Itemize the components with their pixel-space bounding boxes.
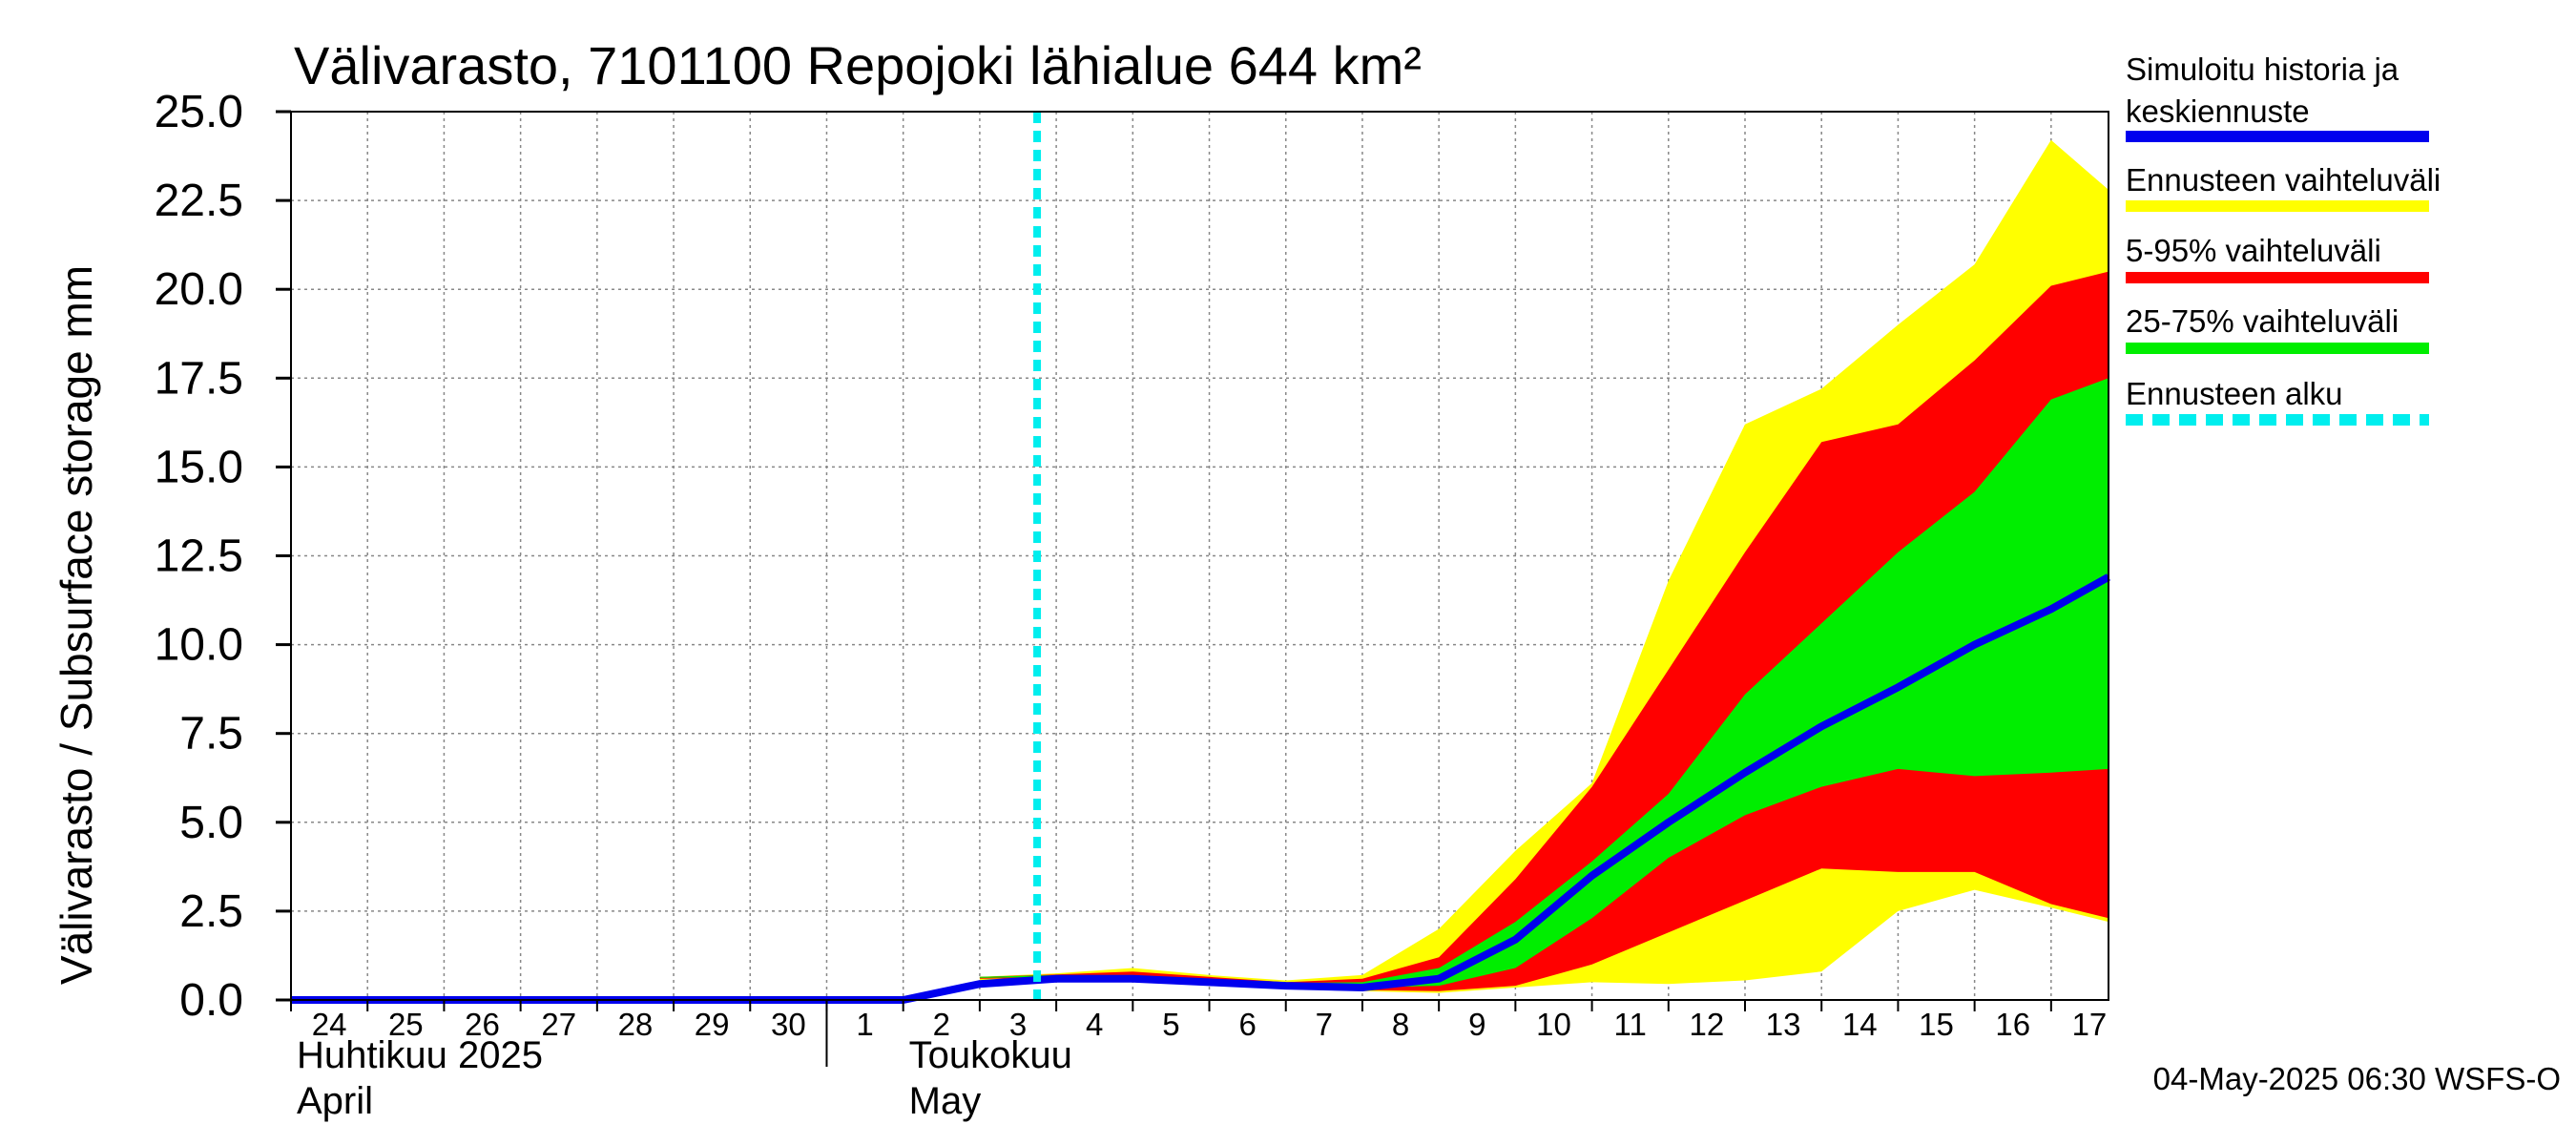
x-tick-label: 12 [1690, 1007, 1725, 1042]
x-tick-label: 11 [1614, 1007, 1647, 1042]
x-tick-label: 2 [933, 1007, 950, 1042]
y-tick-label: 17.5 [155, 353, 243, 404]
y-tick-label: 0.0 [179, 975, 243, 1026]
legend: Simuloitu historia ja keskiennuste Ennuste… [2126, 52, 2441, 426]
x-tick-label: 9 [1468, 1007, 1485, 1042]
month-label-en: May [909, 1080, 982, 1122]
legend-item-ennusteen-vaihteluv-li: Ennusteen vaihteluväli [2126, 162, 2441, 212]
y-tick-label: 22.5 [155, 176, 243, 226]
x-tick-label: 1 [856, 1007, 873, 1042]
x-tick-label: 25 [388, 1007, 424, 1042]
band-25-75-vaihteluv-li [979, 378, 2109, 988]
x-tick-label: 7 [1316, 1007, 1333, 1042]
legend-item-ennusteen-alku: Ennusteen alku [2126, 376, 2429, 426]
x-tick-label: 24 [312, 1007, 347, 1042]
y-tick-label: 15.0 [155, 442, 243, 492]
y-tick-label: 20.0 [155, 264, 243, 315]
x-tick-label: 15 [1919, 1007, 1954, 1042]
y-axis-label: Välivarasto / Subsurface storage mm [52, 265, 101, 985]
x-tick-label: 27 [541, 1007, 576, 1042]
x-tick-label: 30 [771, 1007, 806, 1042]
legend-label: Ennusteen alku [2126, 376, 2343, 411]
x-tick-label: 17 [2072, 1007, 2108, 1042]
legend-label: 5-95% vaihteluväli [2126, 233, 2381, 268]
month-label-en: April [297, 1080, 373, 1122]
x-tick-label: 29 [695, 1007, 730, 1042]
x-tick-label: 6 [1238, 1007, 1256, 1042]
chart-title: Välivarasto, 7101100 Repojoki lähialue 6… [294, 35, 1422, 95]
x-tick-label: 5 [1162, 1007, 1179, 1042]
x-tick-label: 14 [1842, 1007, 1878, 1042]
band-5-95-vaihteluv-li [979, 271, 2109, 991]
y-tick-label: 12.5 [155, 531, 243, 582]
legend-label: 25-75% vaihteluväli [2126, 303, 2399, 339]
legend-item-25-75-vaihteluv-li: 25-75% vaihteluväli [2126, 303, 2429, 354]
month-label-fi: Toukokuu [909, 1034, 1072, 1076]
x-tick-label: 8 [1392, 1007, 1409, 1042]
plot-area: 0.0 2.5 5.0 7.5 10.0 12.5 15.0 17.5 20.0 22.5 25.0… [155, 87, 2110, 1122]
y-tick-label: 10.0 [155, 620, 243, 671]
y-tick-label: 5.0 [179, 798, 243, 848]
legend-label: Simuloitu historia ja [2126, 52, 2399, 87]
legend-label: Ennusteen vaihteluväli [2126, 162, 2441, 198]
x-tick-label: 3 [1009, 1007, 1027, 1042]
x-tick-label: 13 [1766, 1007, 1801, 1042]
footer-timestamp: 04-May-2025 06:30 WSFS-O [2153, 1061, 2561, 1096]
x-tick-label: 28 [618, 1007, 654, 1042]
y-tick-label: 2.5 [179, 886, 243, 937]
x-tick-label: 10 [1536, 1007, 1571, 1042]
x-tick-label: 26 [465, 1007, 500, 1042]
legend-item-simuloitu-historia-ja-keskiennuste: Simuloitu historia ja keskiennuste [2126, 52, 2429, 142]
legend-item-5-95-vaihteluv-li: 5-95% vaihteluväli [2126, 233, 2429, 283]
y-tick-label: 25.0 [155, 87, 243, 137]
legend-label: keskiennuste [2126, 94, 2310, 129]
month-label-fi: Huhtikuu 2025 [297, 1034, 543, 1076]
x-tick-label: 4 [1086, 1007, 1103, 1042]
x-tick-label: 16 [1995, 1007, 2030, 1042]
y-tick-label: 7.5 [179, 709, 243, 760]
